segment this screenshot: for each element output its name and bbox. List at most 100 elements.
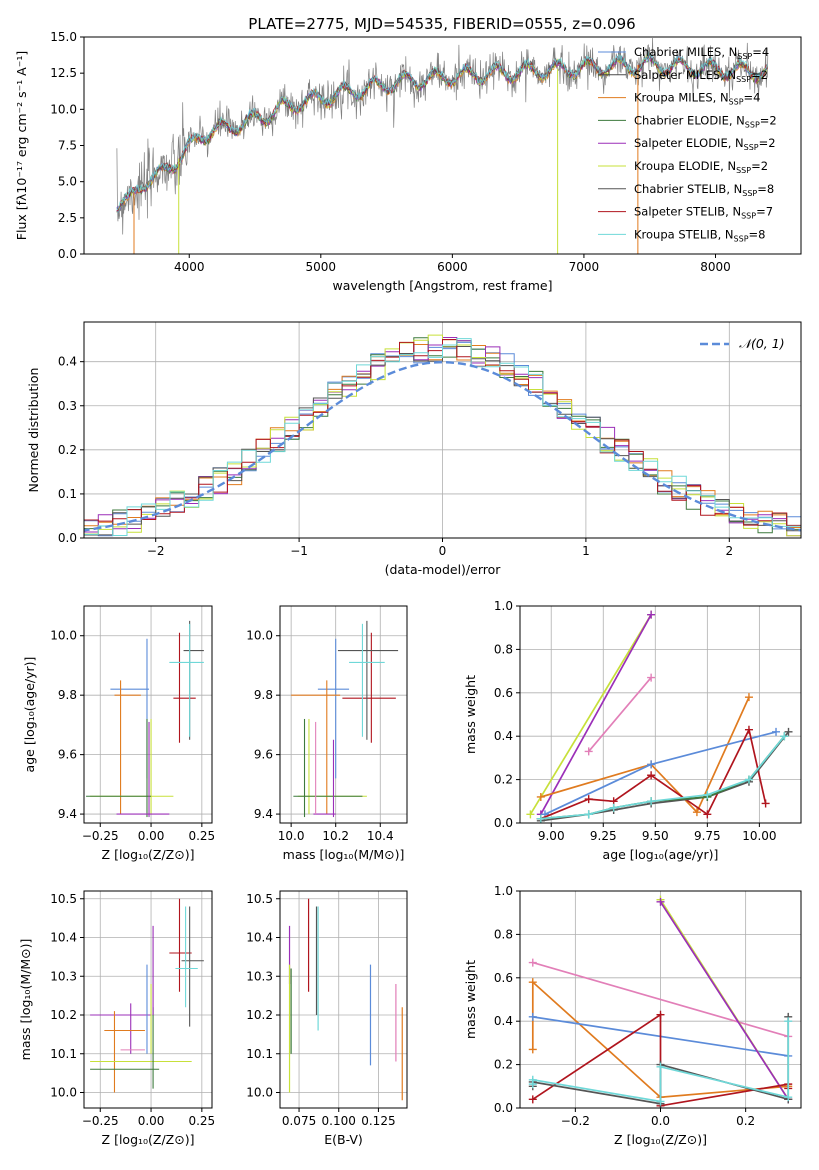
legend-entry: Kroupa MILES, NSSP=4 — [634, 91, 760, 107]
x-axis-label: wavelength [Angstrom, rest frame] — [332, 278, 552, 293]
x-tick-label: −1 — [290, 544, 308, 558]
legend-entry: Salpeter ELODIE, NSSP=2 — [634, 136, 776, 152]
weight-series — [540, 727, 781, 819]
error-bar-point — [175, 906, 198, 1008]
y-tick-label: 10.2 — [246, 1008, 273, 1022]
plot-frame — [519, 605, 802, 824]
y-tick-label: 0.0 — [58, 247, 77, 261]
x-tick-label: 4000 — [174, 260, 205, 274]
weight-series-line — [659, 901, 789, 1100]
weight-series-line — [540, 614, 652, 815]
error-bar-point — [181, 906, 204, 1027]
weight-point-marker — [536, 792, 545, 801]
y-tick-label: 1.0 — [494, 599, 513, 613]
weight-vs-age-chart: 9.00 9.25 9.50 9.75 10.00 0.0 0.2 0.4 0.6 0.8 1.0 a… — [463, 599, 802, 862]
legend-entry: Chabrier STELIB, NSSP=8 — [634, 182, 774, 198]
weight-point-marker — [647, 760, 656, 769]
plot-frame — [83, 890, 213, 1109]
x-tick-label: 0.125 — [361, 1114, 395, 1128]
y-tick-label: 7.5 — [58, 139, 77, 153]
weight-series — [536, 732, 789, 823]
error-bar-point — [297, 718, 367, 815]
y-axis-label: Flux [fλ10⁻¹⁷ erg cm⁻² s⁻¹ A⁻¹] — [14, 51, 29, 240]
x-tick-label: 9.75 — [694, 829, 721, 843]
legend-entry: Salpeter MILES, NSSP=2 — [634, 68, 768, 84]
x-tick-label: 9.00 — [538, 829, 565, 843]
weight-point-marker — [656, 1062, 665, 1071]
error-bar-point — [173, 632, 196, 743]
y-tick-label: 10.0 — [246, 1086, 273, 1100]
error-bar-point — [90, 1003, 152, 1054]
weight-point-marker — [784, 1093, 793, 1102]
weight-point-marker — [528, 1045, 537, 1054]
x-tick-label: 0.25 — [188, 1114, 215, 1128]
x-tick-label: −0.2 — [561, 1114, 590, 1128]
x-axis-label: Z [log₁₀(Z/Z⊙)] — [614, 1132, 707, 1147]
model-spectrum-line — [116, 51, 768, 211]
x-tick-label: 10.2 — [322, 829, 349, 843]
error-bar-point — [110, 638, 150, 779]
error-bar-point — [169, 623, 204, 737]
residuals-chart: −2 −1 0 1 2 0.0 0.1 0.2 0.3 0.4 (data-model)/error… — [26, 321, 802, 577]
weight-series — [584, 673, 656, 756]
weight-point-marker — [744, 725, 753, 734]
y-tick-label: 0.0 — [58, 531, 77, 545]
mass-vs-z-chart: −0.25 0.00 0.25 10.0 10.1 10.2 10.3 10.4 10.5 Z [… — [18, 890, 215, 1147]
y-tick-label: 10.3 — [246, 969, 273, 983]
error-bar-point — [342, 632, 396, 743]
x-tick-label: 0.00 — [138, 1114, 165, 1128]
y-tick-label: 9.6 — [254, 748, 273, 762]
y-tick-label: 0.0 — [494, 816, 513, 830]
error-bar-point — [291, 680, 341, 815]
error-bar-point — [86, 718, 152, 818]
weight-series — [536, 610, 656, 819]
y-tick-label: 0.6 — [494, 971, 513, 985]
residual-histogram — [84, 338, 801, 537]
legend-entry: Kroupa ELODIE, NSSP=2 — [634, 159, 768, 175]
y-tick-label: 10.3 — [50, 969, 77, 983]
weight-series-line — [532, 961, 789, 1038]
x-tick-label: 10.0 — [278, 829, 305, 843]
mass-vs-ebv-chart: 0.075 0.100 0.125 10.0 10.1 10.2 10.3 10.4 10.5 E… — [246, 890, 408, 1147]
error-bar-point — [169, 898, 192, 992]
y-tick-label: 10.2 — [50, 1008, 77, 1022]
figure-title: PLATE=2775, MJD=54535, FIBERID=0555, z=0… — [248, 15, 635, 33]
y-tick-label: 9.8 — [58, 688, 77, 702]
weight-point-marker — [526, 810, 535, 819]
weight-point-marker — [703, 790, 712, 799]
x-tick-label: 9.50 — [642, 829, 669, 843]
weight-point-marker — [584, 747, 593, 756]
x-tick-label: 7000 — [569, 260, 600, 274]
legend-entry: Kroupa STELIB, NSSP=8 — [634, 227, 765, 243]
y-tick-label: 10.0 — [50, 1086, 77, 1100]
plot-frame — [83, 36, 802, 255]
legend-entry: Salpeter STELIB, NSSP=7 — [634, 205, 773, 221]
spectrum-legend: Chabrier MILES, NSSP=4 Salpeter MILES, NS… — [598, 45, 777, 243]
y-tick-label: 9.4 — [254, 807, 273, 821]
x-axis-label: Z [log₁₀(Z/Z⊙)] — [102, 1132, 195, 1147]
weight-point-marker — [609, 803, 618, 812]
model-spectrum-line — [116, 54, 768, 213]
normal-curve-line — [84, 360, 801, 532]
x-tick-label: 0.25 — [188, 829, 215, 843]
x-tick-label: 0.100 — [322, 1114, 356, 1128]
x-axis-label: Z [log₁₀(Z/Z⊙)] — [102, 847, 195, 862]
error-bar-point — [337, 620, 399, 740]
weight-point-marker — [647, 771, 656, 780]
x-tick-label: 0 — [439, 544, 447, 558]
legend-entry: 𝒩(0, 1) — [739, 336, 785, 351]
y-axis-label: Normed distribution — [26, 368, 41, 493]
weight-point-marker — [784, 727, 793, 736]
y-tick-label: 5.0 — [58, 175, 77, 189]
plot-frame — [83, 605, 213, 824]
weight-point-marker — [761, 799, 770, 808]
y-tick-label: 0.6 — [494, 686, 513, 700]
y-tick-label: 10.0 — [246, 629, 273, 643]
weight-point-marker — [744, 775, 753, 784]
error-bar-point — [104, 1011, 145, 1093]
weight-series — [536, 693, 753, 817]
y-axis-label: age [log₁₀(age/yr)] — [22, 657, 37, 773]
x-tick-label: 6000 — [437, 260, 468, 274]
y-tick-label: 10.1 — [50, 1047, 77, 1061]
spectrum-chart: 4000 5000 6000 7000 8000 0.0 2.5 5.0 7.5 10.0 12.5… — [14, 30, 802, 293]
